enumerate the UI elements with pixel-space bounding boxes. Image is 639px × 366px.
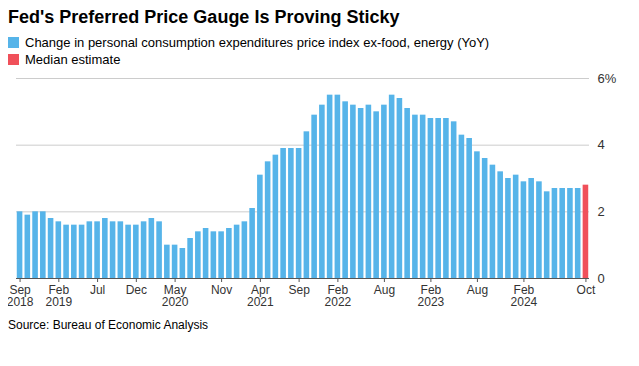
svg-text:Feb2022: Feb2022 (325, 283, 352, 309)
svg-text:Feb2023: Feb2023 (418, 283, 445, 309)
svg-text:Jul: Jul (90, 283, 105, 297)
svg-text:Aug: Aug (374, 283, 395, 297)
html-text:Source: Bureau of Economic Ana: Source: Bureau of Economic Analysis (8, 318, 209, 332)
svg-text:0: 0 (598, 271, 605, 286)
svg-text:Feb2024: Feb2024 (511, 283, 538, 309)
svg-text:2: 2 (598, 204, 605, 219)
svg-text:Apr2021: Apr2021 (247, 283, 274, 309)
svg-text:May2020: May2020 (162, 283, 189, 309)
svg-text:4: 4 (598, 137, 605, 152)
html-text:Fed's Preferred Price Gauge Is: Fed's Preferred Price Gauge Is Proving S… (8, 7, 400, 27)
html-text:Change in personal consumption: Change in personal consumption expenditu… (25, 35, 490, 50)
svg-text:Aug: Aug (467, 283, 488, 297)
svg-text:6%: 6% (598, 71, 617, 86)
html-text:Median estimate: Median estimate (25, 52, 121, 67)
svg-text:Sep2018: Sep2018 (8, 283, 34, 309)
svg-text:Sep: Sep (288, 283, 310, 297)
svg-text:Nov: Nov (211, 283, 232, 297)
svg-text:Dec: Dec (126, 283, 147, 297)
svg-text:Feb2019: Feb2019 (45, 283, 72, 309)
svg-text:Oct: Oct (577, 283, 596, 297)
